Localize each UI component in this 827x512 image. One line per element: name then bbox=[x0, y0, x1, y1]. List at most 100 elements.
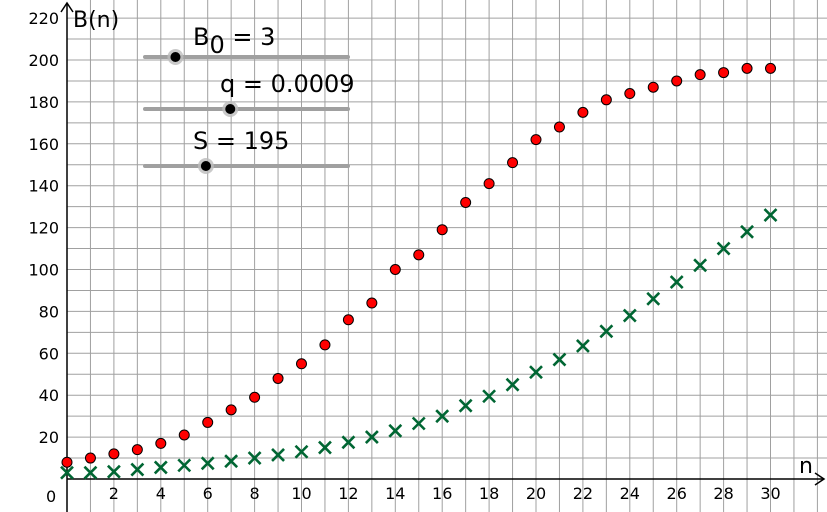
grid bbox=[67, 0, 827, 512]
data-point-cross[interactable] bbox=[529, 365, 543, 380]
data-point-cross[interactable] bbox=[646, 291, 661, 306]
data-point-cross[interactable] bbox=[552, 352, 567, 367]
data-point-cross[interactable] bbox=[318, 440, 332, 455]
data-point-cross[interactable] bbox=[575, 339, 590, 353]
x-tick-label: 24 bbox=[620, 484, 640, 503]
data-point-cross[interactable] bbox=[411, 416, 426, 431]
data-point-cross[interactable] bbox=[177, 458, 192, 473]
data-point-dot[interactable] bbox=[296, 358, 307, 370]
y-tick-label: 200 bbox=[28, 51, 59, 70]
data-point-dot[interactable] bbox=[765, 62, 776, 74]
y-tick-label: 60 bbox=[39, 344, 59, 363]
origin-label: 0 bbox=[46, 487, 56, 506]
y-tick-label: 180 bbox=[28, 93, 59, 112]
data-point-cross[interactable] bbox=[482, 389, 497, 404]
data-point-dot[interactable] bbox=[694, 69, 706, 81]
data-point-cross[interactable] bbox=[106, 464, 121, 479]
x-tick-label: 10 bbox=[291, 484, 311, 503]
data-point-cross[interactable] bbox=[693, 258, 708, 273]
data-point-dot[interactable] bbox=[413, 249, 425, 261]
data-point-dot[interactable] bbox=[389, 264, 401, 275]
data-point-dot[interactable] bbox=[249, 391, 261, 403]
tick-labels: 0 2 4 6 8 10 12 14 16 18 20 22 24 26 28 302040608010012… bbox=[28, 9, 780, 506]
data-point-dot[interactable] bbox=[178, 429, 190, 441]
data-point-cross[interactable] bbox=[599, 324, 614, 339]
data-point-cross[interactable] bbox=[740, 224, 754, 239]
data-point-dot[interactable] bbox=[741, 62, 753, 74]
data-point-dot[interactable] bbox=[131, 444, 143, 456]
x-tick-label: 18 bbox=[479, 484, 499, 503]
y-axis-arrow bbox=[60, 1, 74, 13]
x-tick-label: 28 bbox=[713, 484, 733, 503]
data-point-dot[interactable] bbox=[530, 134, 542, 146]
data-point-cross[interactable] bbox=[83, 465, 98, 480]
data-point-dot[interactable] bbox=[272, 372, 284, 384]
data-point-cross[interactable] bbox=[364, 430, 379, 445]
data-point-dot[interactable] bbox=[624, 88, 636, 100]
data-point-dot[interactable] bbox=[507, 157, 519, 169]
data-point-cross[interactable] bbox=[153, 460, 168, 475]
data-point-dot[interactable] bbox=[319, 339, 331, 351]
y-tick-label: 140 bbox=[28, 177, 59, 196]
x-tick-label: 8 bbox=[250, 484, 260, 503]
data-point-cross[interactable] bbox=[341, 435, 356, 450]
slider[interactable]: q = 0.0009 bbox=[143, 70, 355, 117]
data-point-cross[interactable] bbox=[388, 423, 403, 438]
data-point-cross[interactable] bbox=[200, 456, 215, 471]
x-axis-label: n bbox=[799, 454, 813, 479]
data-point-dot[interactable] bbox=[202, 416, 214, 428]
data-point-dot[interactable] bbox=[718, 67, 730, 79]
slider-knob[interactable] bbox=[170, 52, 181, 62]
data-point-dot[interactable] bbox=[84, 452, 96, 464]
x-tick-label: 6 bbox=[203, 484, 213, 503]
data-point-cross[interactable] bbox=[622, 308, 637, 323]
x-axis-arrow bbox=[814, 472, 826, 486]
data-point-dot[interactable] bbox=[366, 297, 378, 309]
slider[interactable]: S = 195 bbox=[143, 127, 350, 174]
data-point-cross[interactable] bbox=[435, 409, 450, 424]
y-tick-label: 20 bbox=[39, 428, 59, 447]
data-point-dot[interactable] bbox=[600, 94, 612, 106]
data-point-cross[interactable] bbox=[271, 447, 285, 462]
data-point-dot[interactable] bbox=[342, 314, 354, 326]
y-tick-label: 100 bbox=[28, 261, 59, 280]
data-point-dot[interactable] bbox=[647, 81, 659, 93]
data-point-dot[interactable] bbox=[671, 75, 683, 87]
slider-knob[interactable] bbox=[225, 104, 236, 114]
x-tick-label: 2 bbox=[109, 484, 119, 503]
axes: B(n) n bbox=[60, 1, 826, 512]
data-point-cross[interactable] bbox=[763, 208, 778, 222]
data-point-dot[interactable] bbox=[225, 404, 237, 416]
data-point-dot[interactable] bbox=[553, 121, 565, 133]
data-point-cross[interactable] bbox=[505, 377, 520, 392]
data-point-cross[interactable] bbox=[130, 462, 145, 477]
data-point-dot[interactable] bbox=[61, 456, 73, 468]
slider-label: q = 0.0009 bbox=[220, 70, 355, 98]
slider-knob[interactable] bbox=[200, 161, 211, 171]
data-point-dot[interactable] bbox=[483, 178, 495, 190]
data-point-dot[interactable] bbox=[436, 224, 448, 236]
y-tick-label: 120 bbox=[28, 219, 59, 238]
x-tick-label: 16 bbox=[432, 484, 452, 503]
data-point-cross[interactable] bbox=[224, 454, 239, 469]
data-point-cross[interactable] bbox=[458, 398, 473, 413]
data-series bbox=[60, 62, 778, 480]
x-tick-label: 26 bbox=[667, 484, 687, 503]
x-tick-label: 14 bbox=[385, 484, 405, 503]
y-tick-label: 40 bbox=[39, 386, 59, 405]
data-point-dot[interactable] bbox=[155, 437, 167, 449]
data-point-dot[interactable] bbox=[108, 448, 120, 460]
data-point-cross[interactable] bbox=[247, 451, 262, 465]
data-point-dot[interactable] bbox=[460, 196, 472, 208]
sliders[interactable]: B0 = 3 q = 0.0009 S = 195 bbox=[143, 23, 355, 174]
slider[interactable]: B0 = 3 bbox=[143, 23, 350, 65]
data-point-cross[interactable] bbox=[716, 241, 731, 256]
slider-label: S = 195 bbox=[193, 127, 289, 155]
data-point-cross[interactable] bbox=[669, 275, 684, 289]
data-point-cross[interactable] bbox=[294, 444, 309, 459]
data-point-cross[interactable] bbox=[60, 465, 74, 480]
data-point-dot[interactable] bbox=[577, 106, 589, 118]
x-tick-label: 20 bbox=[526, 484, 546, 503]
